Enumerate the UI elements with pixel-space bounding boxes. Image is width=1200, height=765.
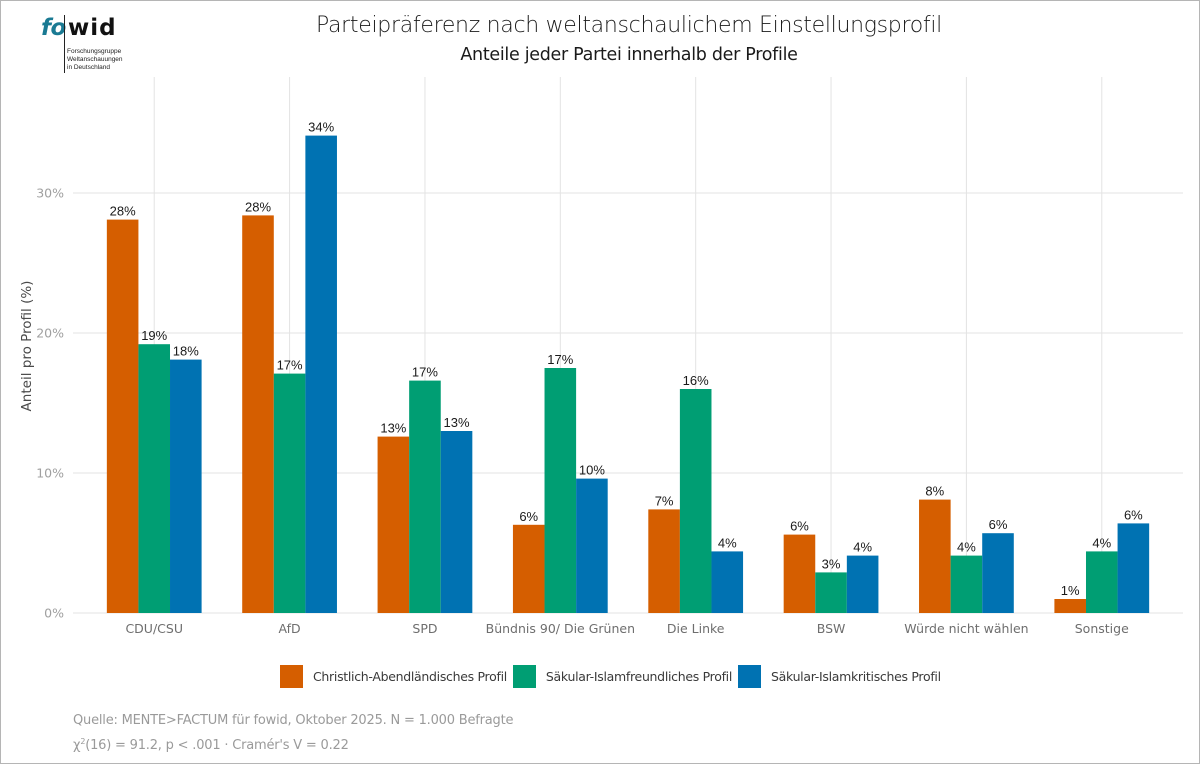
bar-value-label: 17% [412,365,438,380]
bar-value-label: 19% [141,328,167,343]
bar-2-2 [440,431,473,613]
bar-1-2 [409,380,441,613]
bar-value-label: 3% [822,556,841,571]
bar-value-label: 4% [957,540,976,555]
y-axis-title: Anteil pro Profil (%) [19,281,35,412]
bar-2-6 [982,533,1014,613]
logo-subtitle: Forschungsgruppe Weltanschauungen in Deu… [67,48,123,71]
bar-value-label: 34% [308,120,334,135]
x-tick-label: Bündnis 90/ Die Grünen [486,621,635,636]
y-tick-label: 10% [36,466,64,481]
bar-value-label: 4% [853,540,872,555]
legend-swatch-islamkritisch [738,665,762,688]
bar-value-label: 28% [245,199,271,214]
x-tick-label: Die Linke [667,621,725,636]
caption: Quelle: MENTE>FACTUM für fowid, Oktober … [73,710,513,756]
bar-0-7 [1054,599,1086,613]
bar-0-3 [512,524,545,613]
bar-0-2 [377,436,410,613]
legend-item-christlich: Christlich-Abendländisches Profil [280,665,507,688]
bar-value-label: 6% [1124,507,1143,522]
logo-wid-text: wid [68,15,117,41]
caption-statistics: χ2(16) = 91.2, p < .001 · Cramér's V = 0… [73,731,513,756]
bar-2-0 [170,359,202,613]
y-tick-label: 0% [44,606,64,621]
bar-value-label: 4% [1092,535,1111,550]
bar-value-label: 17% [277,358,303,373]
stats-text: (16) = 91.2, p < .001 · Cramér's V = 0.2… [85,738,349,753]
bar-value-label: 6% [989,517,1008,532]
legend-label-islamfreundlich: Säkular-Islamfreundliches Profil [545,669,733,684]
bar-value-label: 8% [925,484,944,499]
chart-title: Parteipräferenz nach weltanschaulichem E… [316,13,942,38]
bar-1-5 [815,572,847,613]
bar-1-0 [138,344,171,613]
bar-value-label: 16% [683,373,709,388]
x-tick-label: AfD [279,621,301,636]
bar-value-label: 13% [380,421,406,436]
bar-1-1 [273,373,306,613]
x-tick-label: Würde nicht wählen [904,621,1028,636]
bar-0-6 [919,499,951,613]
bar-value-label: 1% [1061,583,1080,598]
bar-0-4 [648,509,680,613]
x-tick-label: CDU/CSU [125,621,183,636]
bar-value-label: 17% [547,352,573,367]
bar-value-label: 6% [790,519,809,534]
y-tick-label: 20% [36,326,64,341]
bar-2-5 [846,555,879,613]
x-tick-label: SPD [412,621,437,636]
legend-swatch-christlich [280,665,303,688]
bar-value-label: 7% [655,493,674,508]
bar-value-label: 4% [718,535,737,550]
bar-value-label: 18% [173,344,199,359]
bar-1-7 [1085,551,1118,613]
bar-value-label: 28% [110,204,136,219]
legend: Christlich-Abendländisches Profil Säkula… [280,665,947,688]
bar-1-3 [544,368,577,613]
chi-superscript: 2 [80,737,86,746]
logo-divider [64,15,65,73]
bar-2-7 [1117,523,1150,613]
legend-swatch-islamfreundlich [512,665,536,688]
legend-label-islamkritisch: Säkular-Islamkritisches Profil [771,669,941,684]
bar-value-label: 13% [444,415,470,430]
bar-value-label: 6% [519,509,538,524]
legend-item-islamfreundlich: Säkular-Islamfreundliches Profil [512,665,733,688]
x-tick-label: BSW [817,621,846,636]
logo-fo-text: fo [41,15,66,41]
chi-symbol: χ [73,738,81,753]
legend-item-islamkritisch: Säkular-Islamkritisches Profil [738,665,941,688]
caption-source: Quelle: MENTE>FACTUM für fowid, Oktober … [73,713,514,728]
bar-2-4 [711,551,744,613]
chart-subtitle: Anteile jeder Partei innerhalb der Profi… [460,45,798,65]
bar-0-1 [242,215,274,613]
x-tick-label: Sonstige [1075,621,1129,636]
bar-0-5 [783,534,816,613]
bar-value-label: 10% [579,463,605,478]
fowid-logo: fo wid Forschungsgruppe Weltanschauungen… [41,15,151,77]
bar-2-3 [576,478,608,613]
bar-2-1 [305,135,337,613]
bar-1-4 [679,389,712,613]
bar-1-6 [950,555,983,613]
y-tick-label: 30% [36,186,64,201]
legend-label-christlich: Christlich-Abendländisches Profil [313,669,507,684]
bar-0-0 [106,219,139,613]
